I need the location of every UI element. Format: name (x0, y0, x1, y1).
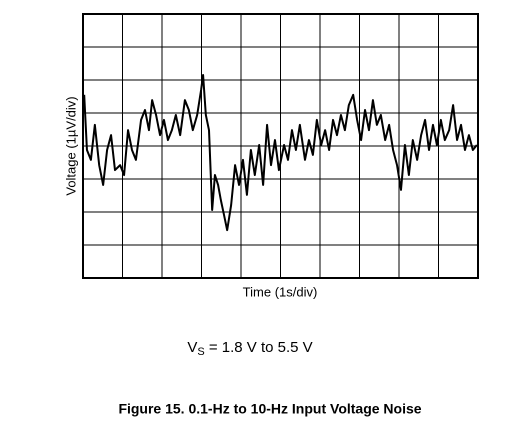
x-axis-label: Time (1s/div) (243, 284, 318, 299)
annotation-symbol: V (187, 339, 197, 356)
annotation: VS = 1.8 V to 5.5 V (187, 339, 312, 358)
y-axis-label: Voltage (1µV/div) (63, 96, 78, 195)
plot-frame (82, 13, 479, 279)
noise-trace (83, 74, 478, 232)
annotation-subscript: S (197, 346, 204, 358)
annotation-text: = 1.8 V to 5.5 V (205, 339, 313, 356)
caption: Figure 15. 0.1-Hz to 10-Hz Input Voltage… (118, 401, 421, 417)
